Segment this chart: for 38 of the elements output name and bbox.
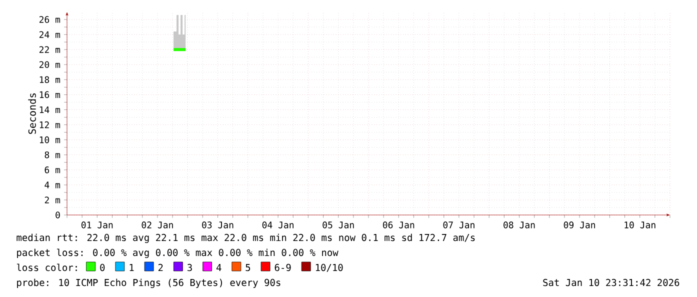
- text: Sat Jan 10 23:31:42 2026: [543, 278, 680, 286]
- y-tick-label: 16 m: [40, 91, 60, 98]
- y-tick-label: 8 m: [44, 151, 60, 158]
- x-tick-label: 07 Jan: [443, 222, 474, 228]
- x-tick-label: 09 Jan: [564, 222, 595, 228]
- x-tick-label: 06 Jan: [382, 222, 414, 228]
- legend-label: 10/10: [316, 264, 343, 272]
- y-tick-label: 2 m: [44, 196, 60, 204]
- y-tick-label: 10 m: [40, 136, 60, 144]
- y-tick-label: 12 m: [40, 121, 60, 128]
- y-tick-label: 6 m: [44, 166, 60, 174]
- y-axis-title: Seconds: [28, 93, 36, 134]
- legend-label: 4: [216, 264, 222, 271]
- text: median rtt: 22.0 ms avg 22.1 ms max 22.0 ms min 22.0 ms now 0.1 ms sd 172.7 am/s: [16, 234, 475, 244]
- legend-label: 0: [100, 264, 105, 272]
- y-tick-label: 24 m: [39, 31, 60, 38]
- y-tick-label: 22 m: [39, 46, 60, 53]
- x-tick-label: 05 Jan: [322, 222, 354, 228]
- y-tick-label: 0: [56, 212, 60, 218]
- legend-label: 2: [158, 264, 163, 271]
- legend-label: 6-9: [274, 264, 291, 272]
- legend-title: loss color:: [16, 264, 77, 272]
- text: packet loss: 0.00 % avg 0.00 % max 0.00 % min 0.00 % now: [17, 248, 338, 258]
- x-tick-label: 03 Jan: [202, 222, 234, 228]
- y-tick-label: 4 m: [44, 182, 60, 188]
- legend-label: 5: [246, 264, 250, 272]
- legend-label: 3: [188, 264, 192, 272]
- x-tick-label: 02 Jan: [142, 222, 173, 228]
- x-tick-label: 04 Jan: [262, 222, 294, 228]
- y-tick-label: 18 m: [40, 76, 60, 84]
- y-tick-label: 20 m: [39, 61, 60, 68]
- x-tick-label: 08 Jan: [504, 222, 535, 228]
- text: probe: 10 ICMP Echo Pings (56 Bytes) every 90s: [17, 278, 280, 288]
- y-tick-label: 14 m: [40, 106, 60, 114]
- x-tick-label: 01 Jan: [81, 222, 113, 228]
- x-tick-label: 10 Jan: [624, 222, 656, 228]
- y-tick-label: 26 m: [39, 16, 60, 23]
- legend-label: 1: [130, 264, 134, 271]
